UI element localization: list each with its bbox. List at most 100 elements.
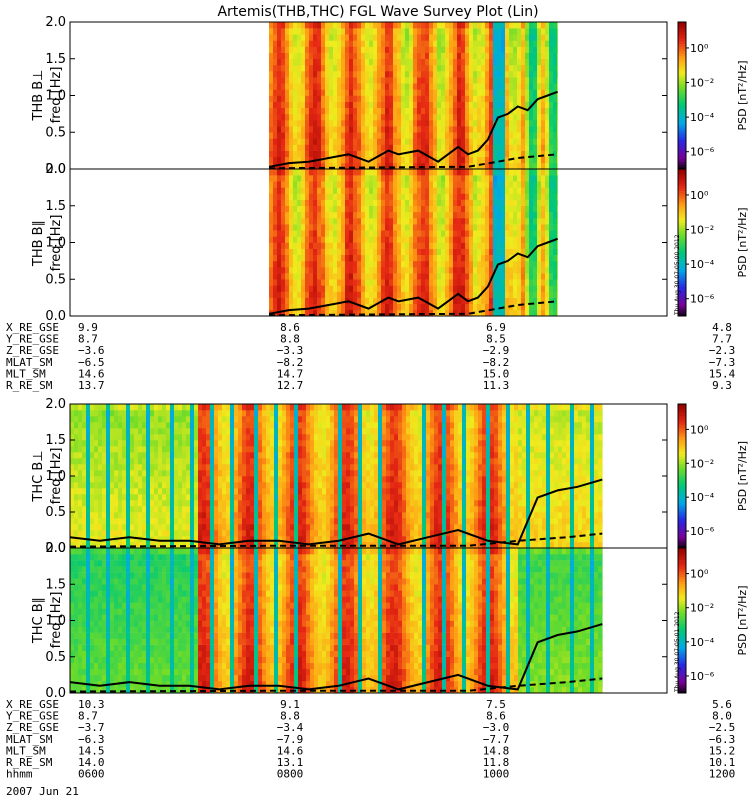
spectrogram-cell [425, 113, 430, 121]
spectrogram-cell [98, 404, 103, 411]
spectrogram-cell [457, 156, 462, 164]
spectrogram-cell [365, 260, 370, 268]
spectrogram-cell [329, 175, 334, 182]
spectrogram-cell [317, 95, 322, 102]
spectrogram-cell [158, 482, 163, 489]
spectrogram-cell [529, 242, 534, 249]
spectrogram-cell [441, 89, 446, 96]
spectrogram-cell [214, 428, 219, 435]
spectrogram-cell [329, 144, 334, 151]
spectrogram-cell [349, 34, 354, 41]
spectrogram-cell [361, 22, 366, 29]
spectrogram-cell [282, 464, 287, 471]
spectrogram-cell [174, 536, 179, 543]
spectrogram-cell [377, 218, 382, 225]
spectrogram-cell [549, 113, 554, 121]
spectrogram-cell [341, 156, 346, 164]
spectrogram-cell [385, 260, 390, 268]
spectrogram-cell [273, 150, 278, 157]
spectrogram-cell [369, 52, 374, 59]
spectrogram-cell [421, 132, 426, 139]
spectrogram-cell [453, 291, 458, 298]
spectrogram-cell [545, 297, 550, 304]
spectrogram-cell [425, 187, 430, 194]
spectrogram-cell [333, 242, 338, 249]
spectrogram-cell [170, 500, 175, 507]
spectrogram-cell [513, 120, 518, 127]
spectrogram-cell [401, 71, 406, 78]
spectrogram-cell [417, 181, 422, 188]
spectrogram-cell [477, 34, 482, 41]
spectrogram-cell [465, 175, 470, 182]
spectrogram-cell [373, 132, 378, 139]
spectrogram-cell [409, 279, 414, 286]
spectrogram-cell [437, 107, 442, 115]
spectrogram-cell [305, 205, 310, 213]
spectrogram-cell [381, 169, 386, 176]
spectrogram-cell [266, 530, 271, 537]
spectrogram-cell [78, 482, 83, 489]
spectrogram-cell [437, 205, 442, 213]
spectrogram-cell [258, 494, 263, 501]
spectrogram-cell [194, 440, 199, 447]
spectrogram-cell [162, 440, 167, 447]
spectrogram-cell [278, 500, 283, 507]
spectrogram-cell [505, 101, 510, 108]
spectrogram-cell [549, 52, 554, 59]
spectrogram-cell [138, 452, 143, 459]
spectrogram-cell [369, 224, 374, 231]
spectrogram-cell [293, 211, 298, 219]
spectrogram-cell [202, 530, 207, 537]
spectrogram-cell [126, 506, 131, 513]
spectrogram-cell [277, 138, 282, 145]
spectrogram-cell [533, 156, 538, 164]
spectrogram-cell [453, 248, 458, 255]
spectrogram-cell [425, 242, 430, 249]
spectrogram-cell [186, 404, 191, 411]
spectrogram-cell [298, 488, 303, 495]
spectrogram-cell [170, 440, 175, 447]
spectrogram-cell [393, 34, 398, 41]
spectrogram-cell [513, 236, 518, 243]
spectrogram-cell [82, 476, 87, 483]
spectrogram-cell [218, 494, 223, 501]
spectrogram-cell [461, 267, 466, 274]
spectrogram-cell [433, 95, 438, 102]
spectrogram-cell [385, 297, 390, 304]
spectrogram-cell [309, 126, 314, 133]
spectrogram-cell [345, 40, 350, 47]
spectrogram-cell [102, 458, 107, 465]
spectrogram-cell [545, 89, 550, 96]
spectrogram-cell [397, 156, 402, 164]
spectrogram-cell [266, 470, 271, 477]
spectrogram-cell [302, 416, 307, 423]
spectrogram-cell [106, 500, 111, 507]
spectrogram-cell [421, 254, 426, 262]
spectrogram-cell [377, 273, 382, 280]
spectrogram-cell [317, 211, 322, 219]
spectrogram-cell [493, 254, 498, 262]
spectrogram-cell [106, 452, 111, 459]
spectrogram-cell [349, 95, 354, 102]
spectrogram-cell [361, 279, 366, 286]
spectrogram-cell [409, 187, 414, 194]
spectrogram-cell [409, 181, 414, 188]
spectrogram-cell [449, 77, 454, 84]
spectrogram-cell [501, 150, 506, 157]
spectrogram-cell [457, 46, 462, 53]
spectrogram-cell [277, 236, 282, 243]
spectrogram-cell [445, 34, 450, 41]
spectrogram-cell [297, 303, 302, 311]
spectrogram-cell [473, 273, 478, 280]
spectrogram-cell [313, 162, 318, 170]
spectrogram-cell [461, 169, 466, 176]
spectrogram-cell [309, 22, 314, 29]
spectrogram-cell [373, 40, 378, 47]
spectrogram-cell [282, 536, 287, 543]
spectrogram-cell [469, 273, 474, 280]
spectrogram-cell [533, 58, 538, 66]
spectrogram-cell [421, 126, 426, 133]
spectrogram-cell [529, 58, 534, 66]
spectrogram-cell [273, 28, 278, 35]
spectrogram-cell [489, 40, 494, 47]
